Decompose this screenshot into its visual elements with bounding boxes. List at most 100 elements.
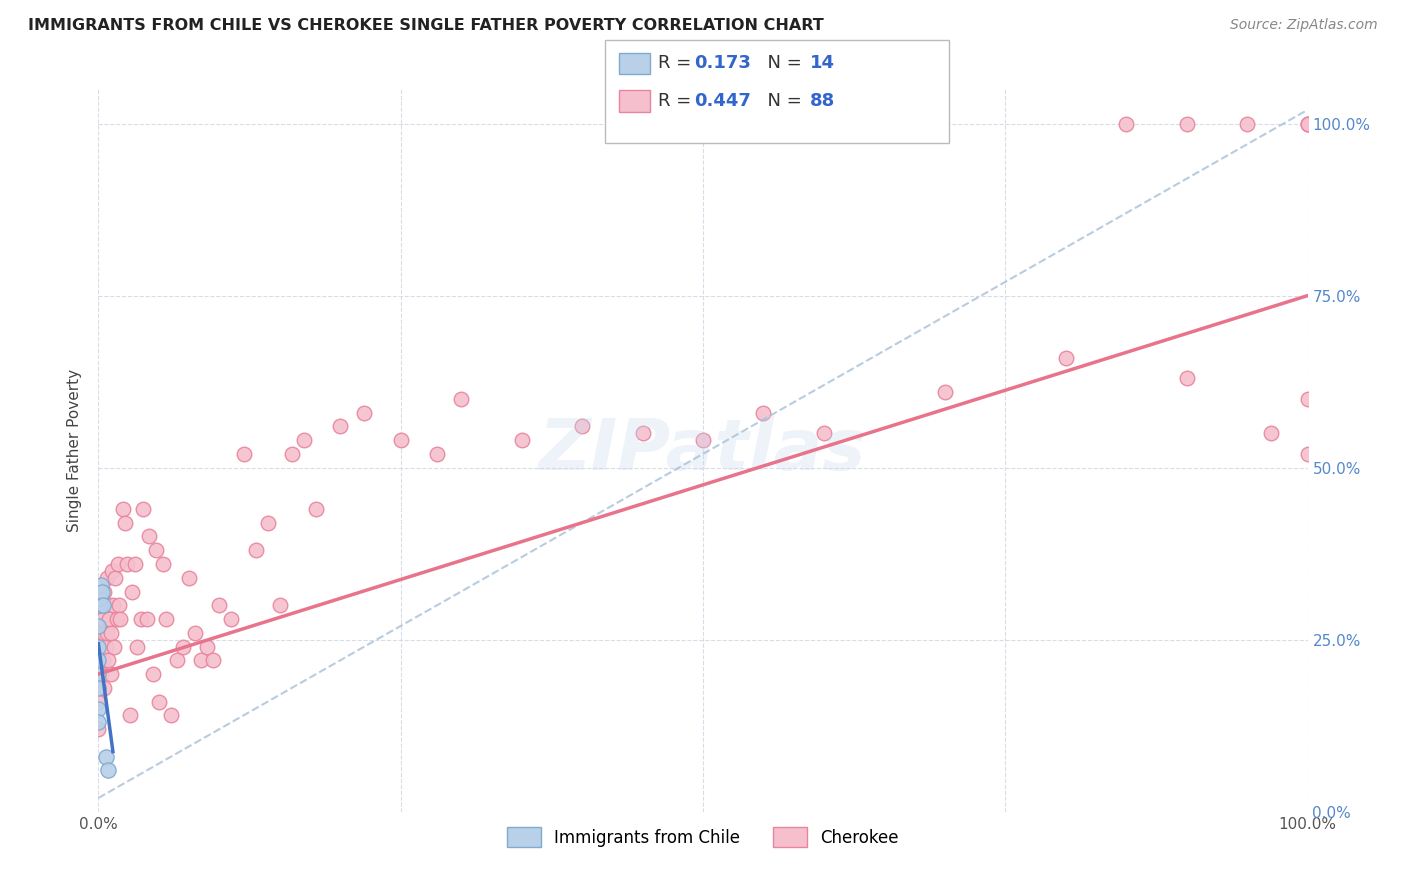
Point bbox=[160, 708, 183, 723]
Point bbox=[1296, 117, 1319, 131]
Point bbox=[94, 749, 117, 764]
Text: 88: 88 bbox=[810, 92, 835, 110]
Point bbox=[1296, 117, 1319, 131]
Point bbox=[1296, 117, 1319, 131]
Point bbox=[1054, 351, 1077, 365]
Point bbox=[94, 640, 117, 654]
Point bbox=[87, 619, 110, 633]
Point bbox=[108, 612, 131, 626]
Point bbox=[98, 612, 121, 626]
Point bbox=[90, 577, 112, 591]
Point bbox=[172, 640, 194, 654]
Point bbox=[426, 447, 449, 461]
Point bbox=[93, 625, 115, 640]
Point bbox=[105, 612, 128, 626]
Point bbox=[692, 433, 714, 447]
Point bbox=[90, 625, 112, 640]
Text: IMMIGRANTS FROM CHILE VS CHEROKEE SINGLE FATHER POVERTY CORRELATION CHART: IMMIGRANTS FROM CHILE VS CHEROKEE SINGLE… bbox=[28, 18, 824, 33]
Point bbox=[148, 695, 170, 709]
Point bbox=[87, 701, 110, 715]
Point bbox=[90, 667, 112, 681]
Point bbox=[96, 571, 118, 585]
Point bbox=[281, 447, 304, 461]
Point bbox=[108, 599, 131, 613]
Legend: Immigrants from Chile, Cherokee: Immigrants from Chile, Cherokee bbox=[501, 821, 905, 854]
Point bbox=[111, 502, 134, 516]
Point bbox=[752, 406, 775, 420]
Point bbox=[152, 557, 174, 571]
Point bbox=[208, 599, 231, 613]
Point bbox=[91, 653, 114, 667]
Point bbox=[389, 433, 412, 447]
Point bbox=[87, 715, 110, 730]
Point bbox=[1236, 117, 1258, 131]
Point bbox=[87, 681, 110, 695]
Point bbox=[89, 612, 111, 626]
Point bbox=[91, 599, 114, 613]
Point bbox=[1175, 371, 1198, 385]
Point bbox=[1115, 117, 1137, 131]
Point bbox=[179, 571, 201, 585]
Point bbox=[138, 529, 160, 543]
Point bbox=[117, 557, 139, 571]
Point bbox=[97, 764, 120, 778]
Point bbox=[190, 653, 212, 667]
Text: 0.173: 0.173 bbox=[695, 54, 751, 72]
Point bbox=[155, 612, 177, 626]
Point bbox=[450, 392, 472, 406]
Point bbox=[97, 653, 120, 667]
Point bbox=[89, 599, 111, 613]
Point bbox=[91, 599, 114, 613]
Point bbox=[91, 584, 114, 599]
Point bbox=[221, 612, 243, 626]
Point bbox=[87, 640, 110, 654]
Point bbox=[87, 653, 110, 667]
Point bbox=[94, 599, 117, 613]
Point bbox=[87, 653, 110, 667]
Text: 0.447: 0.447 bbox=[695, 92, 751, 110]
Point bbox=[934, 384, 956, 399]
Point bbox=[91, 640, 114, 654]
Point bbox=[91, 612, 114, 626]
Point bbox=[104, 571, 127, 585]
Point bbox=[813, 426, 835, 441]
Text: N =: N = bbox=[756, 54, 808, 72]
Point bbox=[100, 625, 122, 640]
Point bbox=[245, 543, 267, 558]
Point bbox=[269, 599, 291, 613]
Point bbox=[292, 433, 315, 447]
Point bbox=[184, 625, 207, 640]
Point bbox=[510, 433, 533, 447]
Point bbox=[631, 426, 654, 441]
Point bbox=[256, 516, 278, 530]
Point bbox=[87, 695, 110, 709]
Point bbox=[132, 502, 155, 516]
Point bbox=[124, 557, 146, 571]
Point bbox=[96, 625, 118, 640]
Point bbox=[202, 653, 225, 667]
Point bbox=[100, 667, 122, 681]
Point bbox=[93, 584, 115, 599]
Point bbox=[195, 640, 218, 654]
Point bbox=[107, 557, 129, 571]
Text: ZIPatlas: ZIPatlas bbox=[540, 416, 866, 485]
Text: R =: R = bbox=[658, 92, 697, 110]
Point bbox=[353, 406, 375, 420]
Point bbox=[329, 419, 352, 434]
Point bbox=[118, 708, 141, 723]
Point bbox=[1296, 392, 1319, 406]
Point bbox=[87, 722, 110, 736]
Point bbox=[135, 612, 157, 626]
Point bbox=[305, 502, 328, 516]
Point bbox=[93, 681, 115, 695]
Point bbox=[97, 599, 120, 613]
Point bbox=[145, 543, 167, 558]
Point bbox=[142, 667, 165, 681]
Point bbox=[101, 599, 124, 613]
Text: N =: N = bbox=[756, 92, 808, 110]
Point bbox=[129, 612, 152, 626]
Point bbox=[1260, 426, 1282, 441]
Point bbox=[114, 516, 136, 530]
Text: Source: ZipAtlas.com: Source: ZipAtlas.com bbox=[1230, 18, 1378, 32]
Point bbox=[89, 640, 111, 654]
